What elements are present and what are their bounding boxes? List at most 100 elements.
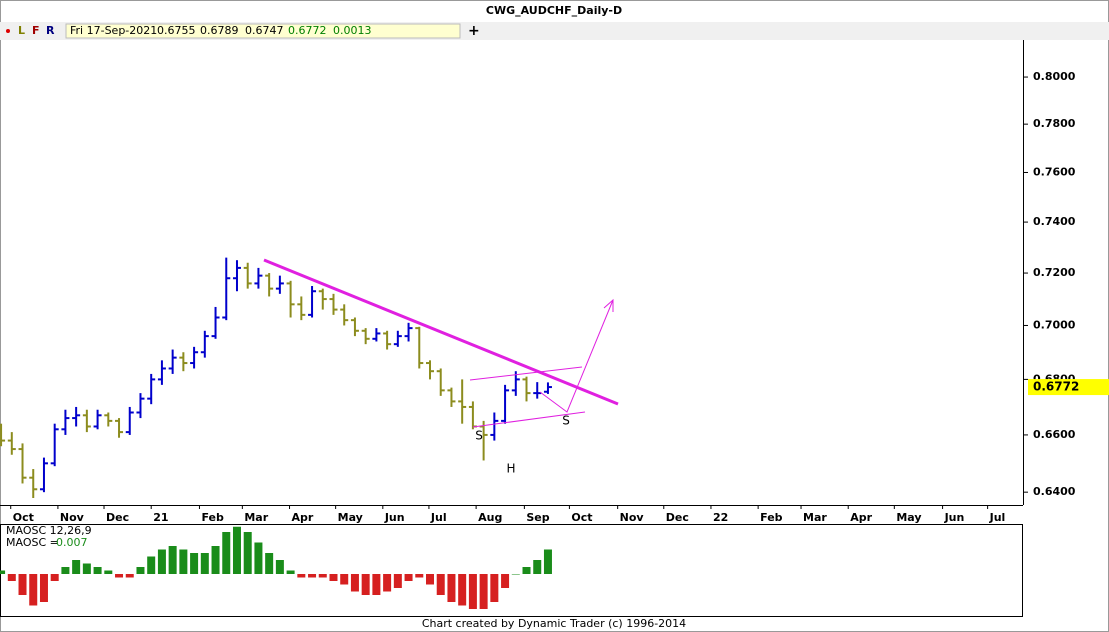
x-tick-label: Oct <box>13 511 34 524</box>
oscillator-bar <box>458 574 467 606</box>
oscillator-prefix: MAOSC = <box>6 536 59 549</box>
oscillator-bar <box>136 567 145 574</box>
oscillator-bar <box>479 574 488 609</box>
oscillator-bar <box>147 556 156 574</box>
oscillator-bar <box>275 560 284 574</box>
oscillator-bar <box>415 574 424 578</box>
last-price-box <box>1028 379 1109 396</box>
channel-line <box>472 411 586 428</box>
oscillator-bar <box>72 560 81 574</box>
info-high: 0.6789 <box>200 24 239 37</box>
toolbar-button[interactable]: R <box>46 24 55 37</box>
y-tick-label: 0.7400 <box>1033 215 1076 228</box>
oscillator-bar <box>157 549 166 574</box>
oscillator-bar <box>190 553 199 574</box>
footer: Chart created by Dynamic Trader (c) 1996… <box>422 617 686 630</box>
toolbar-button[interactable]: L <box>18 24 25 37</box>
y-tick-label: 0.6600 <box>1033 428 1076 441</box>
oscillator-bar <box>372 574 381 595</box>
oscillator-bar <box>404 574 413 581</box>
oscillator-bar <box>18 574 27 595</box>
x-tick-label: 21 <box>153 511 168 524</box>
toolbar-button[interactable]: F <box>32 24 40 37</box>
oscillator-title: MAOSC 12,26,9 <box>6 524 92 537</box>
x-tick-label: Dec <box>666 511 689 524</box>
x-tick-label: May <box>896 511 921 524</box>
oscillator-bar <box>383 574 392 592</box>
oscillator-bar <box>29 574 38 606</box>
x-tick-label: Sep <box>526 511 549 524</box>
oscillator-bar <box>468 574 477 609</box>
oscillator-bar <box>393 574 402 588</box>
oscillator-bar <box>436 574 445 595</box>
x-tick-label: May <box>338 511 363 524</box>
pattern-label: S <box>562 414 570 428</box>
y-tick-label: 0.8000 <box>1033 70 1076 83</box>
oscillator-bar <box>511 574 520 575</box>
x-tick-label: Oct <box>571 511 592 524</box>
oscillator-bar <box>93 567 102 574</box>
oscillator-bar <box>543 549 552 574</box>
oscillator-bar <box>232 526 241 574</box>
y-tick-label: 0.7000 <box>1033 318 1076 331</box>
pattern-label: S <box>475 429 483 443</box>
oscillator-bar <box>426 574 435 585</box>
oscillator-bar <box>286 570 295 574</box>
oscillator-bar <box>297 574 306 578</box>
oscillator-bar <box>39 574 48 602</box>
oscillator-bar <box>254 542 263 574</box>
oscillator-bar <box>115 574 124 578</box>
oscillator-bar <box>82 563 91 574</box>
status-dot <box>6 29 10 33</box>
oscillator-bar <box>308 574 317 578</box>
x-tick-label: Nov <box>620 511 645 524</box>
oscillator-bar <box>168 546 177 574</box>
oscillator-bar <box>329 574 338 581</box>
oscillator-bar <box>340 574 349 585</box>
oscillator-bar <box>243 532 252 574</box>
oscillator-bar <box>265 553 274 574</box>
projection-arrow <box>539 299 614 413</box>
x-tick-label: Mar <box>803 511 827 524</box>
oscillator-bar <box>522 567 531 574</box>
x-tick-label: Feb <box>760 511 783 524</box>
info-change: 0.0013 <box>333 24 372 37</box>
oscillator-bar <box>211 546 220 574</box>
x-tick-label: Jun <box>944 511 965 524</box>
arrow-head <box>603 298 614 312</box>
oscillator-bar <box>0 570 6 574</box>
x-tick-label: Jul <box>430 511 447 524</box>
oscillator-bar <box>447 574 456 602</box>
info-box <box>65 23 461 39</box>
x-tick-label: Nov <box>60 511 85 524</box>
y-tick-label: 0.7200 <box>1033 266 1076 279</box>
x-tick-label: Dec <box>106 511 129 524</box>
oscillator-bar <box>50 574 59 581</box>
add-button[interactable]: + <box>468 23 480 39</box>
oscillator-bar <box>318 574 327 578</box>
x-tick-label: Mar <box>244 511 268 524</box>
x-tick-label: Apr <box>292 511 314 524</box>
oscillator-bar <box>104 570 113 574</box>
x-tick-label: 22 <box>713 511 728 524</box>
oscillator-bar <box>179 549 188 574</box>
info-open: 0.6755 <box>157 24 196 37</box>
info-close: 0.6772 <box>288 24 327 37</box>
x-tick-label: Jul <box>989 511 1006 524</box>
chart-title: CWG_AUDCHF_Daily-D <box>486 4 622 17</box>
oscillator-bar <box>501 574 510 588</box>
oscillator-bar <box>61 567 70 574</box>
info-date: Fri 17-Sep-2021 <box>70 24 157 37</box>
oscillator-bar <box>350 574 359 592</box>
x-tick-label: Aug <box>478 511 502 524</box>
y-tick-label: 0.7600 <box>1033 165 1076 178</box>
oscillator-bar <box>222 532 231 574</box>
x-tick-label: Feb <box>201 511 224 524</box>
oscillator-bar <box>125 574 134 578</box>
channel-line <box>469 366 583 381</box>
oscillator-bar <box>7 574 16 581</box>
oscillator-bar <box>200 553 209 574</box>
pattern-label: H <box>506 462 515 476</box>
trendline <box>263 258 619 406</box>
info-low: 0.6747 <box>245 24 284 37</box>
